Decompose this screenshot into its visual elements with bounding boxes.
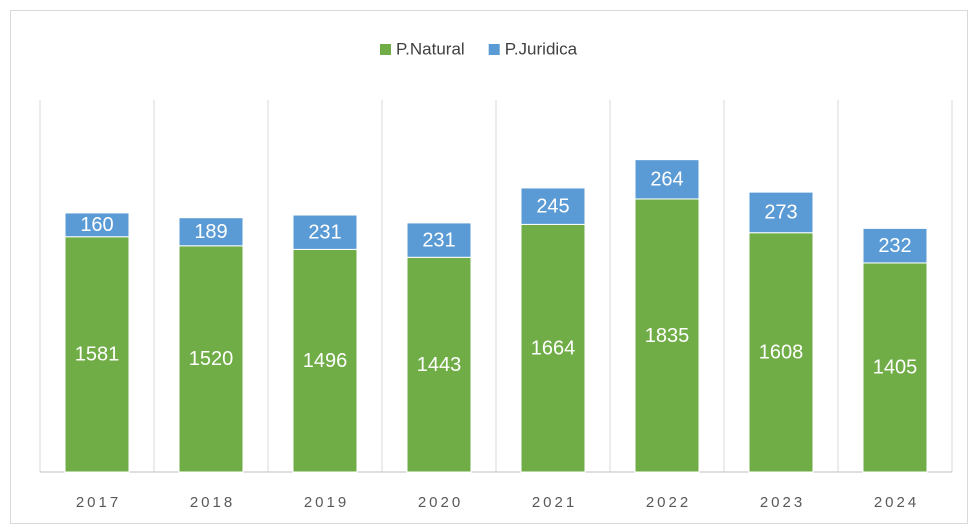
legend-swatch	[488, 44, 500, 55]
bar-segment	[292, 214, 358, 250]
value-label: 231	[422, 229, 455, 251]
value-label: 189	[194, 221, 227, 243]
bar-segment	[862, 262, 928, 473]
x-tick-label: 2022	[646, 494, 691, 511]
value-label: 273	[764, 202, 797, 224]
bar-segment	[292, 248, 358, 473]
value-label: 160	[80, 214, 113, 236]
legend-label: P.Natural	[396, 39, 465, 58]
x-tick-label: 2018	[190, 494, 235, 511]
value-label: 1608	[759, 342, 804, 364]
bar-segment	[634, 159, 700, 200]
legend-label: P.Juridica	[505, 39, 578, 58]
bar-segment	[862, 227, 928, 264]
bar-segment	[520, 187, 586, 225]
value-label: 231	[308, 221, 341, 243]
bar-segment	[748, 232, 814, 473]
bar-segment	[64, 236, 130, 473]
value-label: 1520	[189, 348, 234, 370]
bar-segment	[178, 217, 244, 247]
x-tick-label: 2020	[418, 494, 463, 511]
legend-swatch	[380, 44, 391, 55]
bar-segment	[406, 256, 472, 473]
x-tick-label: 2023	[760, 494, 805, 511]
bar-segment	[520, 223, 586, 473]
bar-segment	[178, 245, 244, 473]
value-label: 1835	[645, 325, 690, 347]
value-label: 232	[878, 235, 911, 257]
bar-segment	[748, 191, 814, 234]
value-label: 264	[650, 169, 683, 191]
bar-segment	[64, 212, 130, 238]
x-tick-label: 2021	[532, 494, 577, 511]
x-tick-label: 2024	[874, 494, 919, 511]
value-label: 1443	[417, 354, 462, 376]
bar-segment	[406, 222, 472, 258]
value-label: 1405	[873, 357, 918, 379]
value-label: 1496	[303, 350, 348, 372]
value-label: 1581	[75, 344, 120, 366]
value-label: 245	[536, 195, 569, 217]
x-tick-label: 2017	[76, 494, 121, 511]
value-label: 1664	[531, 337, 576, 359]
x-tick-label: 2019	[304, 494, 349, 511]
